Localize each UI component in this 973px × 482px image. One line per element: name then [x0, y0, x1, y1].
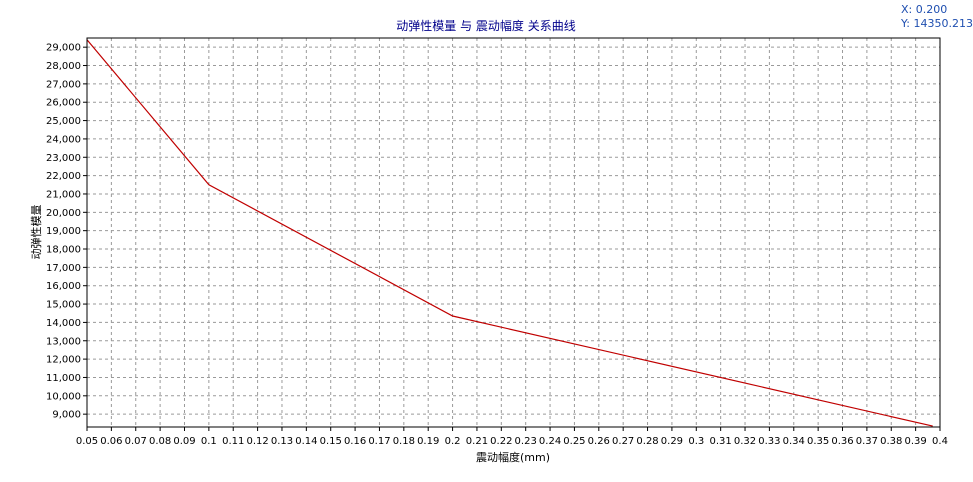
y-tick-label: 27,000	[46, 79, 81, 90]
x-tick-label: 0.1	[201, 436, 217, 447]
x-tick-label: 0.13	[271, 436, 293, 447]
x-tick-label: 0.14	[295, 436, 317, 447]
x-tick-label: 0.32	[734, 436, 756, 447]
series-line	[86, 39, 933, 427]
y-tick-label: 11,000	[46, 373, 81, 384]
x-tick-label: 0.2	[445, 436, 461, 447]
x-tick-label: 0.15	[320, 436, 342, 447]
x-tick-label: 0.33	[758, 436, 780, 447]
x-tick-label: 0.12	[246, 436, 268, 447]
x-tick-label: 0.17	[368, 436, 390, 447]
x-axis-ticks: 0.05 0.06 0.07 0.08 0.09 0.1 0.11 0.12 0.13 0.14 0…	[76, 427, 948, 447]
y-tick-label: 28,000	[46, 61, 81, 72]
x-axis-label: 震动幅度(mm)	[476, 450, 550, 464]
y-tick-label: 13,000	[46, 336, 81, 347]
y-tick-label: 26,000	[46, 98, 81, 109]
y-tick-label: 23,000	[46, 153, 81, 164]
x-tick-label: 0.21	[466, 436, 488, 447]
x-tick-label: 0.39	[904, 436, 926, 447]
y-tick-label: 19,000	[46, 226, 81, 237]
x-tick-label: 0.18	[393, 436, 415, 447]
y-tick-label: 10,000	[46, 391, 81, 402]
x-tick-label: 0.27	[612, 436, 634, 447]
x-tick-label: 0.11	[222, 436, 244, 447]
y-tick-label: 25,000	[46, 116, 81, 127]
y-tick-label: 12,000	[46, 355, 81, 366]
x-tick-label: 0.19	[417, 436, 439, 447]
y-tick-label: 9,000	[52, 410, 81, 421]
x-tick-label: 0.09	[173, 436, 195, 447]
x-tick-label: 0.29	[661, 436, 683, 447]
y-tick-label: 17,000	[46, 263, 81, 274]
y-tick-label: 15,000	[46, 300, 81, 311]
grid-lines	[87, 38, 940, 427]
y-tick-label: 14,000	[46, 318, 81, 329]
x-tick-label: 0.23	[515, 436, 537, 447]
x-tick-label: 0.26	[588, 436, 610, 447]
x-tick-label: 0.4	[932, 436, 948, 447]
x-tick-label: 0.36	[831, 436, 853, 447]
x-tick-label: 0.37	[856, 436, 878, 447]
x-tick-label: 0.35	[807, 436, 829, 447]
x-tick-label: 0.07	[125, 436, 147, 447]
x-tick-label: 0.38	[880, 436, 902, 447]
chart-title: 动弹性模量 与 震动幅度 关系曲线	[396, 18, 575, 33]
cursor-y-readout: Y: 14350.213	[900, 17, 973, 30]
y-tick-label: 29,000	[46, 43, 81, 54]
x-tick-label: 0.28	[636, 436, 658, 447]
plot-area	[86, 37, 941, 428]
y-tick-label: 22,000	[46, 171, 81, 182]
series-layer	[86, 39, 933, 427]
x-tick-label: 0.08	[149, 436, 171, 447]
cursor-x-readout: X: 0.200	[901, 3, 947, 16]
y-tick-label: 16,000	[46, 281, 81, 292]
y-tick-label: 20,000	[46, 208, 81, 219]
x-tick-label: 0.22	[490, 436, 512, 447]
x-tick-label: 0.24	[539, 436, 561, 447]
x-tick-label: 0.31	[710, 436, 732, 447]
y-tick-label: 24,000	[46, 134, 81, 145]
y-tick-label: 21,000	[46, 189, 81, 200]
x-tick-label: 0.34	[783, 436, 805, 447]
x-tick-label: 0.3	[688, 436, 704, 447]
x-tick-label: 0.25	[563, 436, 585, 447]
x-tick-label: 0.16	[344, 436, 366, 447]
x-tick-label: 0.06	[100, 436, 122, 447]
x-tick-label: 0.05	[76, 436, 98, 447]
y-axis-ticks: 9,000 10,000 11,000 12,000 13,000 14,000 15,00…	[46, 43, 87, 421]
y-tick-label: 18,000	[46, 245, 81, 256]
y-axis-label: 动弹性模量	[29, 205, 43, 260]
